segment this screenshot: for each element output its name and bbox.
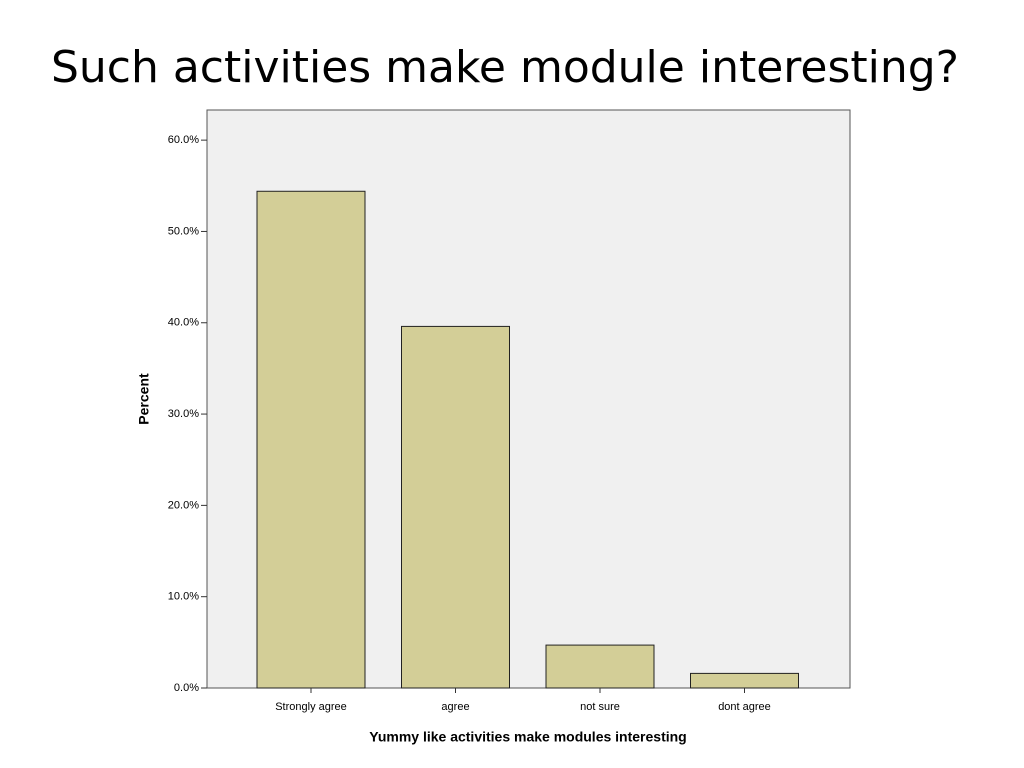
slide-title: Such activities make module interesting? xyxy=(51,42,959,93)
bar xyxy=(401,325,510,689)
x-tick-label: not sure xyxy=(580,701,620,713)
bar xyxy=(690,672,799,689)
x-axis-title: Yummy like activities make modules inter… xyxy=(369,729,686,745)
x-tick-label: Strongly agree xyxy=(275,701,347,713)
y-tick-label: 40.0% xyxy=(168,317,199,329)
y-tick-label: 30.0% xyxy=(168,408,199,420)
x-tick-label: agree xyxy=(441,701,469,713)
x-tick-label: dont agree xyxy=(718,701,771,713)
bar xyxy=(256,190,366,689)
y-tick-label: 10.0% xyxy=(168,591,199,603)
y-tick-label: 20.0% xyxy=(168,499,199,511)
y-tick-label: 0.0% xyxy=(174,682,199,694)
y-axis-title: Percent xyxy=(136,373,152,425)
bar xyxy=(545,644,655,689)
y-tick-label: 60.0% xyxy=(168,134,199,146)
y-tick-label: 50.0% xyxy=(168,225,199,237)
